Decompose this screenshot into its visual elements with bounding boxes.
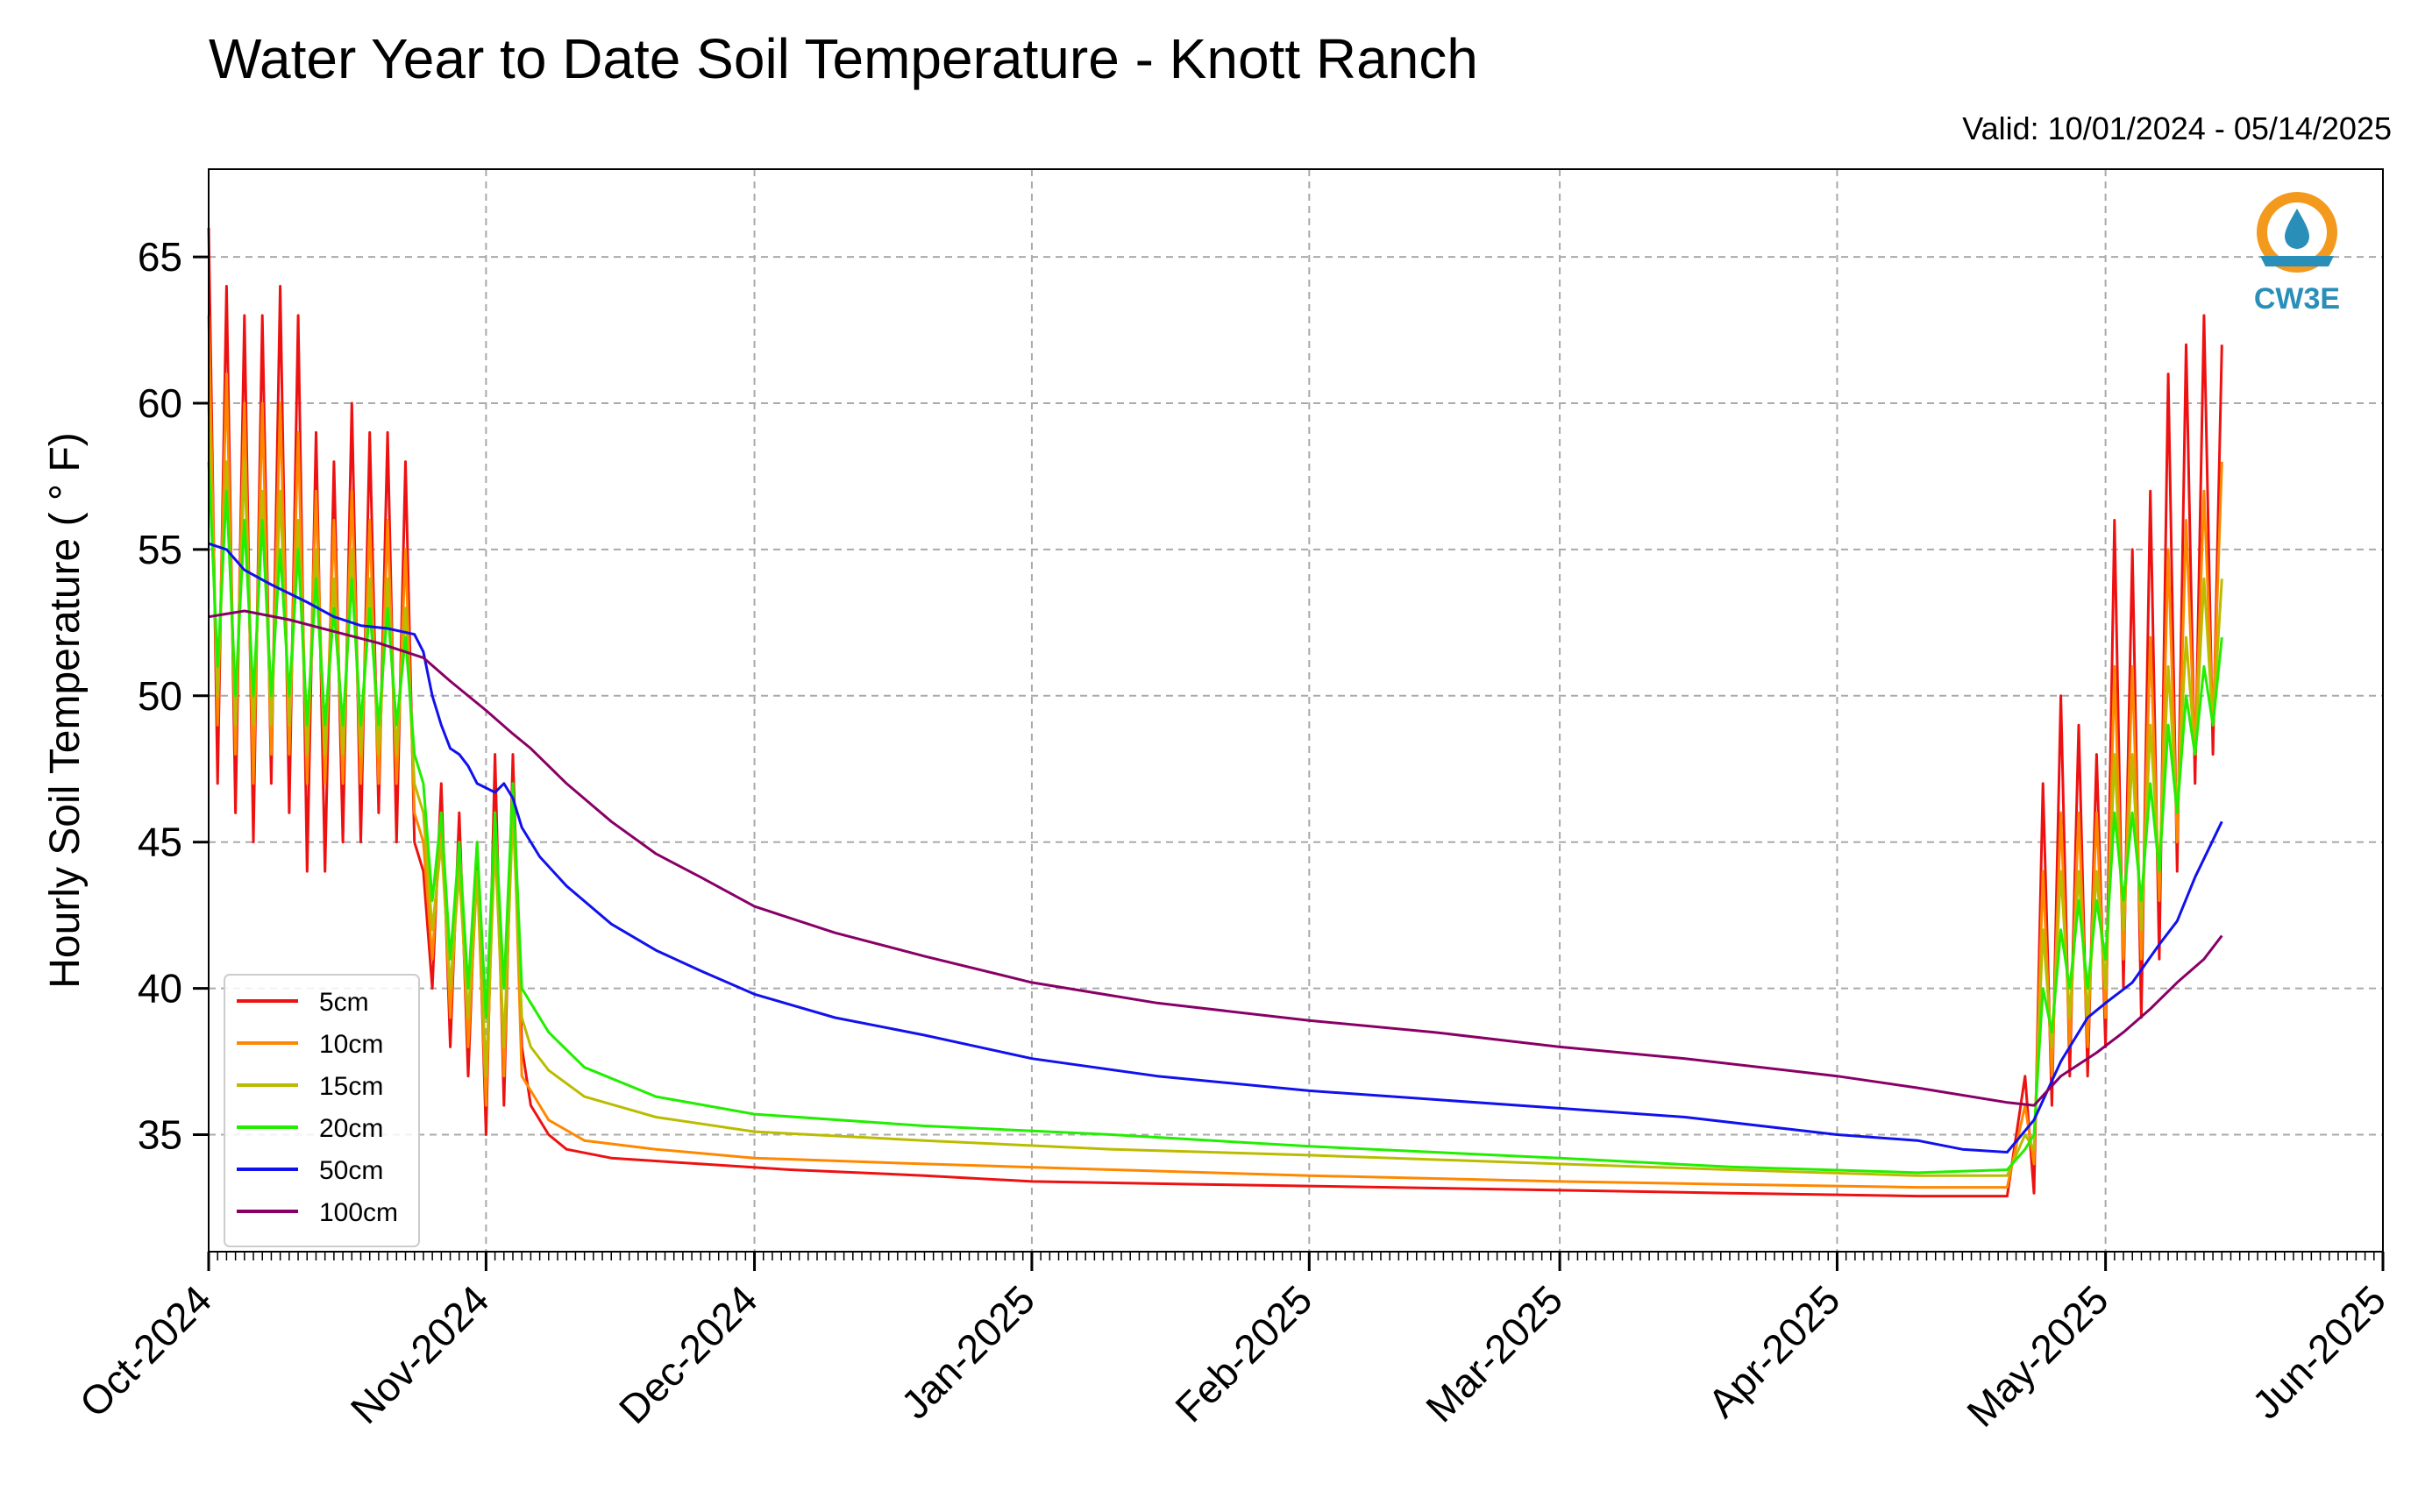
series-lines [207, 227, 2223, 1198]
series-line-5cm [207, 227, 2223, 1198]
y-axis-label: Hourly Soil Temperature ( ° F) [42, 432, 89, 989]
plot-frame [208, 168, 2384, 1253]
logo-water-drop-icon [2285, 209, 2309, 249]
valid-range-label: Valid: 10/01/2024 - 05/14/2025 [1962, 110, 2392, 146]
series-line-50cm [208, 542, 2223, 1154]
y-tick-label: 35 [138, 1111, 182, 1157]
x-tick-label: Jan-2025 [893, 1276, 1043, 1427]
logo-wave-icon [2260, 256, 2334, 266]
x-tick-label: Jun-2025 [2244, 1276, 2394, 1427]
x-tick-label: Feb-2025 [1166, 1276, 1320, 1430]
legend-label-50cm: 50cm [319, 1156, 383, 1185]
legend-label-15cm: 15cm [319, 1072, 383, 1101]
legend-label-5cm: 5cm [319, 988, 369, 1017]
y-tick-label: 65 [138, 234, 182, 280]
chart-title: Water Year to Date Soil Temperature - Kn… [209, 27, 1478, 90]
y-tick-label: 40 [138, 966, 182, 1012]
series-line-100cm [208, 609, 2223, 1107]
x-tick-label: Apr-2025 [1699, 1276, 1849, 1426]
legend-label-100cm: 100cm [319, 1198, 398, 1227]
x-tick-label: Nov-2024 [342, 1276, 498, 1432]
x-tick-label: Dec-2024 [610, 1276, 766, 1432]
series-line-20cm [207, 461, 2223, 1175]
legend-label-10cm: 10cm [319, 1030, 383, 1059]
y-tick-label: 45 [138, 820, 182, 865]
cw3e-logo: CW3E [2254, 192, 2340, 316]
series-line-15cm [207, 402, 2223, 1177]
x-tick-label: Oct-2024 [71, 1276, 221, 1426]
y-tick-label: 50 [138, 673, 182, 719]
y-tick-label: 60 [138, 380, 182, 426]
legend: 5cm 10cm 15cm 20cm 50cm 100cm [224, 974, 420, 1247]
legend-label-20cm: 20cm [319, 1114, 383, 1143]
series-line-10cm [207, 315, 2223, 1189]
y-tick-label: 55 [138, 527, 182, 572]
logo-text: CW3E [2254, 282, 2340, 316]
grid-lines [209, 169, 2383, 1252]
x-axis-ticks: Oct-2024 Nov-2024 Dec-2024 Jan-2025 Feb-2025… [71, 1252, 2394, 1436]
y-axis-ticks: 35 40 45 50 55 60 65 [138, 234, 209, 1157]
x-tick-label: Mar-2025 [1417, 1276, 1571, 1430]
x-tick-label: May-2025 [1958, 1276, 2116, 1435]
